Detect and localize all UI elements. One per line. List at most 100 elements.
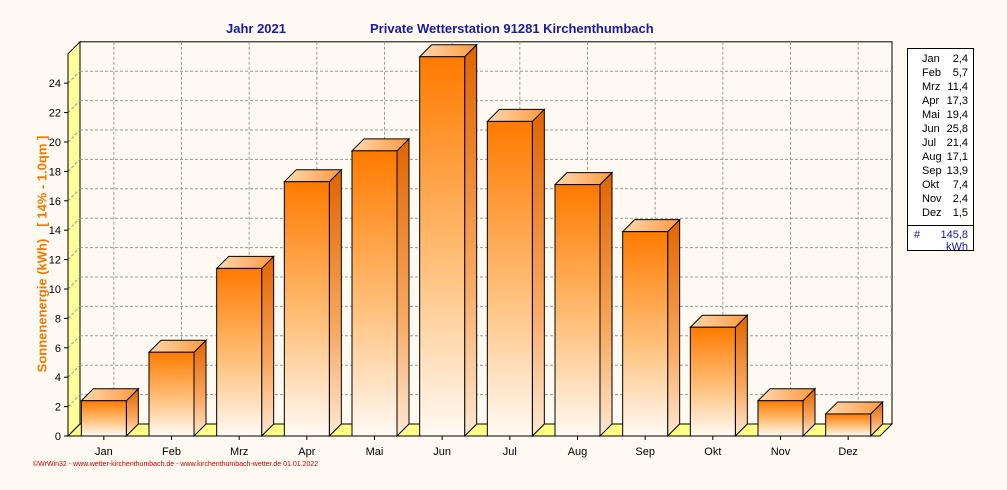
legend-value: 11,4 (947, 81, 968, 93)
legend-row: Apr 17,3 (908, 94, 973, 108)
gridline-h-wall (67, 70, 81, 84)
legend-value: 17,1 (946, 151, 968, 163)
bar-side (531, 108, 545, 438)
legend-value: 19,4 (946, 109, 968, 121)
x-tick-label: Mai (366, 446, 384, 458)
gridline-h-wall (67, 217, 81, 231)
legend-total-value: 145,8 (940, 229, 968, 241)
y-tick-label: 12 (49, 255, 61, 267)
y-tick-label: 14 (49, 225, 61, 237)
bar-aug (553, 171, 614, 438)
bar-front (757, 400, 804, 437)
y-axis-label: Sonnenenergie (kWh) [ 14% - 1.0qm ] (35, 124, 50, 373)
legend-value: 1,5 (952, 207, 968, 219)
y-tick-label: 16 (49, 196, 61, 208)
legend-month: Apr (922, 95, 940, 107)
footer-copyright: ©WrWin32 - www.wetter-kirchenthumbach.de… (33, 461, 319, 468)
legend-row: Jul 21,4 (908, 136, 973, 150)
x-tick-label: Nov (771, 446, 791, 458)
legend-value: 7,4 (952, 179, 968, 191)
legend-month: Dez (922, 207, 942, 219)
legend-total-unit: kWh (946, 241, 968, 253)
gridline-h-wall (67, 335, 81, 349)
bar-mai (350, 137, 411, 438)
legend-month: Nov (922, 193, 942, 205)
x-tick-label: Dez (838, 446, 858, 458)
legend-month: Aug (922, 151, 942, 163)
x-tick-label: Aug (568, 446, 588, 458)
y-tick-label: 0 (55, 431, 61, 443)
y-tick-label: 20 (49, 137, 61, 149)
bar-nov (756, 387, 817, 438)
bar-front (622, 231, 669, 437)
chart-year-title: Jahr 2021 (226, 21, 286, 36)
legend-month: Okt (922, 179, 940, 191)
bar-side (734, 314, 748, 438)
bar-front (351, 150, 398, 437)
y-tick-label: 18 (49, 166, 61, 178)
legend-month: Jul (922, 137, 937, 149)
y-axis-note: [ 14% - 1.0qm ] (34, 135, 50, 227)
legend-month: Jan (922, 53, 940, 65)
gridline-h-wall (67, 364, 81, 378)
legend-month: Sep (922, 165, 942, 177)
legend-row: Feb 5,7 (908, 66, 973, 80)
x-tick-label: Jun (433, 446, 451, 458)
legend-value: 21,4 (946, 137, 968, 149)
legend-value: 17,3 (946, 95, 968, 107)
gridline-h-wall (67, 100, 81, 113)
bar-front (554, 184, 601, 437)
x-tick-label: Apr (298, 446, 315, 458)
bar-okt (689, 314, 749, 438)
gridline-h-wall (67, 159, 81, 172)
x-tick-label: Mrz (230, 446, 248, 458)
legend-separator (908, 225, 973, 226)
bar-sep (621, 218, 681, 438)
legend-month: Feb (922, 67, 941, 79)
bar-jan (80, 387, 140, 438)
x-tick-label: Jul (503, 446, 517, 458)
bar-front (283, 181, 330, 437)
gridline-h-wall (67, 129, 81, 143)
gridline-h-wall (67, 188, 81, 202)
bar-apr (283, 168, 343, 438)
legend-row: Mai 19,4 (908, 108, 973, 122)
y-tick-label: 6 (55, 343, 61, 355)
y-tick-label: 10 (49, 284, 61, 296)
gridline-h-wall (67, 306, 81, 319)
bar-front (80, 400, 127, 437)
bar-front (216, 267, 263, 437)
y-tick-label: 22 (49, 108, 61, 120)
bar-dez (824, 400, 884, 438)
legend-row: Aug 17,1 (908, 150, 973, 164)
bar-front (825, 413, 872, 437)
legend-row: Okt 7,4 (908, 178, 973, 192)
legend-total-symbol: # (914, 229, 921, 241)
x-tick-label: Feb (162, 446, 181, 458)
legend-row: Nov 2,4 (908, 192, 973, 206)
bar-front (486, 120, 533, 437)
legend-table: Jan 2,4 Feb 5,7 Mrz 11,4 Apr 17,3 Mai 19,4 Jun 25,8… (907, 48, 974, 253)
legend-row: Sep 13,9 (908, 164, 973, 178)
x-tick-label: Sep (635, 446, 655, 458)
bar-mrz (215, 255, 275, 438)
plot-left-wall (67, 40, 81, 438)
y-axis-title: Sonnenenergie (kWh) (34, 238, 50, 373)
bar-front (689, 326, 736, 437)
legend-value: 13,9 (946, 165, 968, 177)
y-tick-label: 4 (55, 372, 61, 384)
y-tick-label: 24 (49, 78, 61, 90)
bar-side (599, 171, 613, 438)
bar-jun (418, 43, 478, 438)
legend-month: Mai (922, 109, 940, 121)
legend-month: Jun (922, 123, 940, 135)
plot-back-wall (79, 41, 893, 425)
legend-value: 25,8 (946, 123, 968, 135)
bar-jul (486, 108, 546, 438)
bar-feb (147, 339, 208, 438)
legend-row: Jan 2,4 (908, 52, 973, 66)
legend-row: Dez 1,5 (908, 206, 973, 220)
bar-side (261, 255, 275, 438)
bar-side (396, 137, 410, 438)
